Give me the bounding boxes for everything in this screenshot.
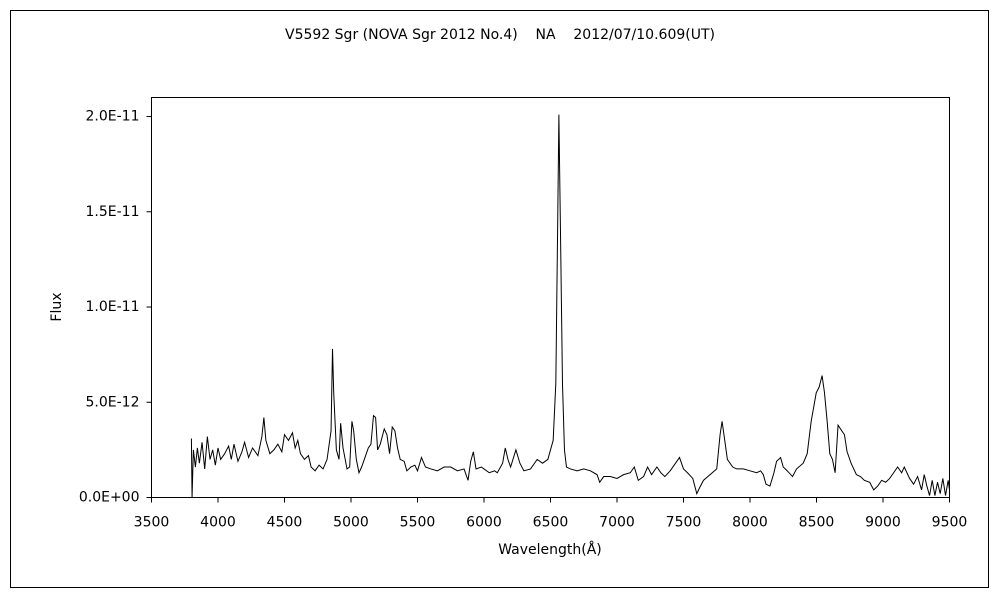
x-tick-label: 9000 [865,515,901,531]
y-tick-label: 2.0E-11 [86,109,140,125]
x-tick-label: 8000 [732,515,768,531]
plot-area [151,97,950,498]
x-tick-label: 9500 [932,515,968,531]
x-tick-label: 7000 [599,515,635,531]
y-tick-label: 1.5E-11 [86,204,140,220]
x-tick-label: 3500 [134,515,170,531]
x-tick-label: 5500 [400,515,436,531]
y-tick-label: 5.0E-12 [86,394,140,410]
x-tick-label: 6500 [533,515,569,531]
y-tick-label: 1.0E-11 [86,299,140,315]
x-tick-label: 4000 [200,515,236,531]
x-axis-label: Wavelength(Å) [498,541,602,558]
x-tick-label: 4500 [267,515,303,531]
x-tick-label: 6000 [466,515,502,531]
y-axis-label: Flux [49,292,65,321]
x-tick-label: 5000 [333,515,369,531]
spectrum-line [190,114,950,498]
x-tick-label: 7500 [666,515,702,531]
y-tick-label: 0.0E+00 [79,490,140,506]
chart-title: V5592 Sgr (NOVA Sgr 2012 No.4) NA 2012/0… [285,27,715,43]
x-tick-label: 8500 [799,515,835,531]
